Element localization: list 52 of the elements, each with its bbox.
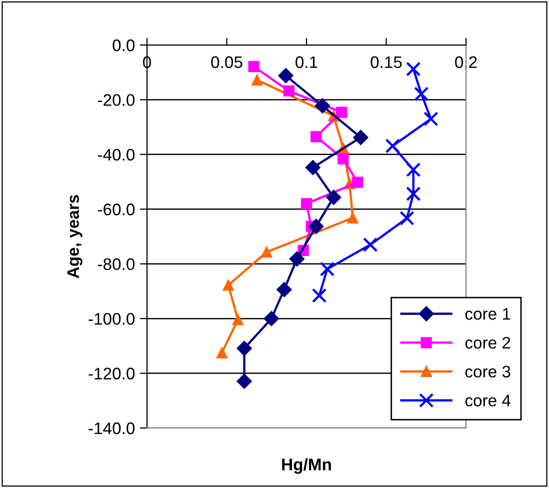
x-tick-label: 0.2 xyxy=(455,56,477,68)
point xyxy=(385,138,400,154)
legend-label: core 3 xyxy=(465,366,510,378)
point xyxy=(236,340,252,356)
point xyxy=(336,106,348,118)
y-tick-label: -140.0 xyxy=(88,422,135,434)
x-axis-title: Hg/Mn xyxy=(282,458,331,474)
point xyxy=(424,112,438,126)
y-axis-title: Age, years xyxy=(67,195,82,278)
point xyxy=(414,86,429,102)
point xyxy=(308,218,324,234)
point xyxy=(320,262,335,276)
point xyxy=(353,130,368,146)
point xyxy=(252,74,263,86)
point xyxy=(352,176,364,188)
legend-label: core 1 xyxy=(465,308,510,320)
point xyxy=(264,311,279,326)
point xyxy=(283,85,295,97)
x-tick-label: 0.15 xyxy=(370,56,402,68)
legend-label: core 2 xyxy=(465,336,510,349)
point xyxy=(406,62,421,76)
point xyxy=(400,210,414,226)
y-tick-label: -40.0 xyxy=(98,148,135,161)
point xyxy=(347,212,358,224)
y-tick-label: -80.0 xyxy=(98,258,135,270)
y-tick-label: 0.0 xyxy=(112,39,135,52)
y-tick-label: -120.0 xyxy=(88,368,135,380)
point xyxy=(326,190,342,205)
x-tick-label: 0.1 xyxy=(296,56,318,68)
point xyxy=(236,374,252,389)
legend-label: core 4 xyxy=(465,394,510,406)
point xyxy=(232,314,244,326)
y-tick-label: -20.0 xyxy=(98,94,135,106)
y-tick-label: -100.0 xyxy=(88,312,135,325)
point xyxy=(278,68,294,84)
point xyxy=(276,282,292,298)
point xyxy=(312,288,327,303)
y-tick-label: -60.0 xyxy=(98,204,135,216)
point xyxy=(300,198,312,210)
point xyxy=(305,160,320,176)
point xyxy=(222,280,234,291)
point xyxy=(338,153,349,164)
point xyxy=(261,246,272,258)
x-tick-label: 0.05 xyxy=(211,56,242,68)
point xyxy=(406,162,421,178)
point xyxy=(216,347,228,358)
point xyxy=(248,61,260,72)
point xyxy=(406,186,421,202)
point xyxy=(314,98,330,114)
point xyxy=(310,131,322,142)
point xyxy=(362,237,378,252)
point xyxy=(289,251,304,267)
